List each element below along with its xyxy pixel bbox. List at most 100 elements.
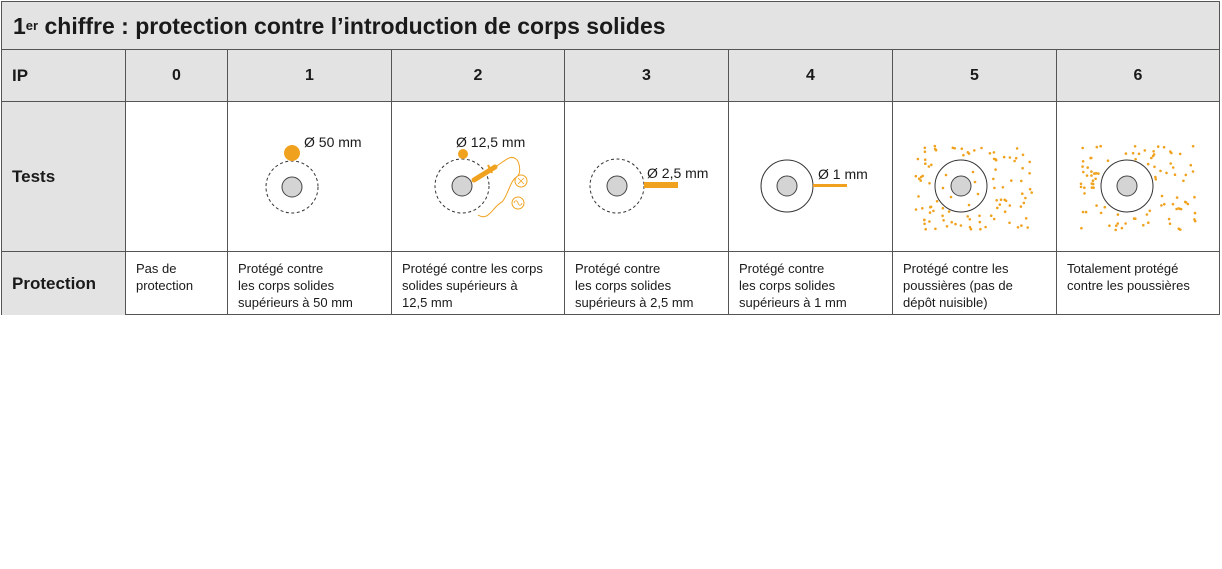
dust-particle <box>1116 222 1120 225</box>
title-text: chiffre : protection contre l’introducti… <box>38 13 666 39</box>
dust-particle <box>1008 156 1012 159</box>
dust-particle <box>949 195 953 199</box>
test-cell-6 <box>1057 102 1219 252</box>
dust-particle <box>1134 217 1137 220</box>
probe-wire <box>813 184 847 187</box>
probe-diameter-label: Ø 1 mm <box>818 166 868 182</box>
dust-particle <box>994 168 997 171</box>
test-cell-3: Ø 2,5 mm <box>565 102 729 252</box>
dust-particle <box>1178 207 1181 211</box>
dust-particle <box>941 186 945 190</box>
dust-particle <box>945 225 949 228</box>
level-header-3: 3 <box>565 50 729 102</box>
dust-particle <box>954 222 957 226</box>
dust-particle <box>935 199 939 203</box>
lamp-cross <box>517 177 525 185</box>
probe-wire <box>644 182 678 188</box>
level-label: 3 <box>642 66 651 84</box>
hazard-sphere <box>281 176 303 198</box>
dust-particle <box>978 214 981 218</box>
title-superscript: er <box>25 18 39 33</box>
dust-particle <box>1175 196 1179 199</box>
dust-particle <box>1114 228 1117 232</box>
tests-row-header: Tests <box>2 102 126 252</box>
finger-probe-illustration: Ø 12,5 mm <box>434 134 528 218</box>
dust-particle <box>1024 196 1027 200</box>
protection-cell-3: Protégé contre les corps solides supérie… <box>565 252 729 315</box>
dust-particle <box>941 206 945 210</box>
test-zone-circle <box>434 158 490 214</box>
dust-particle <box>1162 145 1166 149</box>
dust-particle <box>950 220 953 224</box>
dust-particle <box>1184 173 1188 177</box>
dust-particle <box>1084 210 1088 214</box>
dust-particle <box>921 207 924 210</box>
dust-particle <box>1021 166 1024 170</box>
dust-particle <box>1028 187 1032 191</box>
dust-particle <box>928 211 932 214</box>
probe-diameter-label: Ø 50 mm <box>304 134 362 150</box>
level-label: 1 <box>305 66 314 84</box>
level-header-2: 2 <box>392 50 565 102</box>
dust-particle <box>1024 217 1028 220</box>
level-header-1: 1 <box>228 50 392 102</box>
hazard-sphere <box>950 175 972 197</box>
dust-particle <box>960 147 964 150</box>
dust-particle <box>1159 169 1162 173</box>
dust-particle <box>923 218 926 222</box>
dust-particle <box>929 205 933 209</box>
dust-particle <box>988 152 992 155</box>
dust-particle <box>928 182 931 185</box>
dust-particle <box>1021 192 1024 195</box>
dust-particle <box>1160 204 1163 207</box>
dust-particle <box>1020 224 1023 227</box>
dust-particles-inside <box>941 170 980 207</box>
test-cell-1: Ø 50 mm <box>228 102 392 252</box>
dust-particle <box>1151 154 1155 158</box>
dust-particle <box>924 162 927 165</box>
dust-particle <box>1168 222 1172 225</box>
tests-label: Tests <box>12 166 56 186</box>
dust-particle <box>969 227 973 231</box>
protection-row-header: Protection <box>2 252 126 315</box>
level-header-6: 6 <box>1057 50 1219 102</box>
dust-particle <box>994 158 998 162</box>
dust-particle <box>1116 213 1120 216</box>
test-cell-2: Ø 12,5 mm <box>392 102 565 252</box>
wire-1mm-illustration: Ø 1 mm <box>760 159 868 213</box>
dust-particle <box>1019 205 1023 208</box>
probe-sphere <box>458 149 468 159</box>
dust-particle <box>1147 221 1150 224</box>
dust-particle <box>1090 186 1094 189</box>
ip-header-cell: IP <box>2 50 126 102</box>
hazard-sphere <box>1116 175 1138 197</box>
dust-particle <box>1137 152 1141 156</box>
test-finger-icon <box>471 164 498 183</box>
dust-particle <box>919 175 923 179</box>
dust-particle <box>1193 219 1197 223</box>
dust-particle <box>1013 159 1016 163</box>
sphere-50mm-illustration: Ø 50 mm <box>265 134 362 214</box>
dust-particle <box>1095 204 1098 207</box>
dust-particle <box>1085 174 1089 177</box>
protection-cell-5: Protégé contre les poussières (pas de dé… <box>893 252 1057 315</box>
wire-2-5mm-illustration: Ø 2,5 mm <box>589 158 708 214</box>
dust-particle <box>1090 182 1094 185</box>
dust-particle <box>1091 179 1095 182</box>
test-cell-4: Ø 1 mm <box>729 102 893 252</box>
dust-particle <box>1191 170 1195 173</box>
dust-particle <box>1177 227 1181 230</box>
title-digit: 1 <box>13 13 26 39</box>
dust-particle <box>1081 210 1085 214</box>
dust-particle <box>1148 209 1152 213</box>
dust-particle <box>1094 177 1097 181</box>
dust-particle <box>980 146 983 150</box>
dust-particles <box>1079 144 1197 232</box>
dust-particle <box>1010 179 1013 182</box>
dust-particle <box>1150 156 1153 160</box>
dust-particle <box>1163 202 1166 206</box>
dust-particle <box>923 158 927 161</box>
hazard-sphere <box>606 175 628 197</box>
dust-particle <box>984 225 987 229</box>
probe-sphere <box>284 145 300 161</box>
